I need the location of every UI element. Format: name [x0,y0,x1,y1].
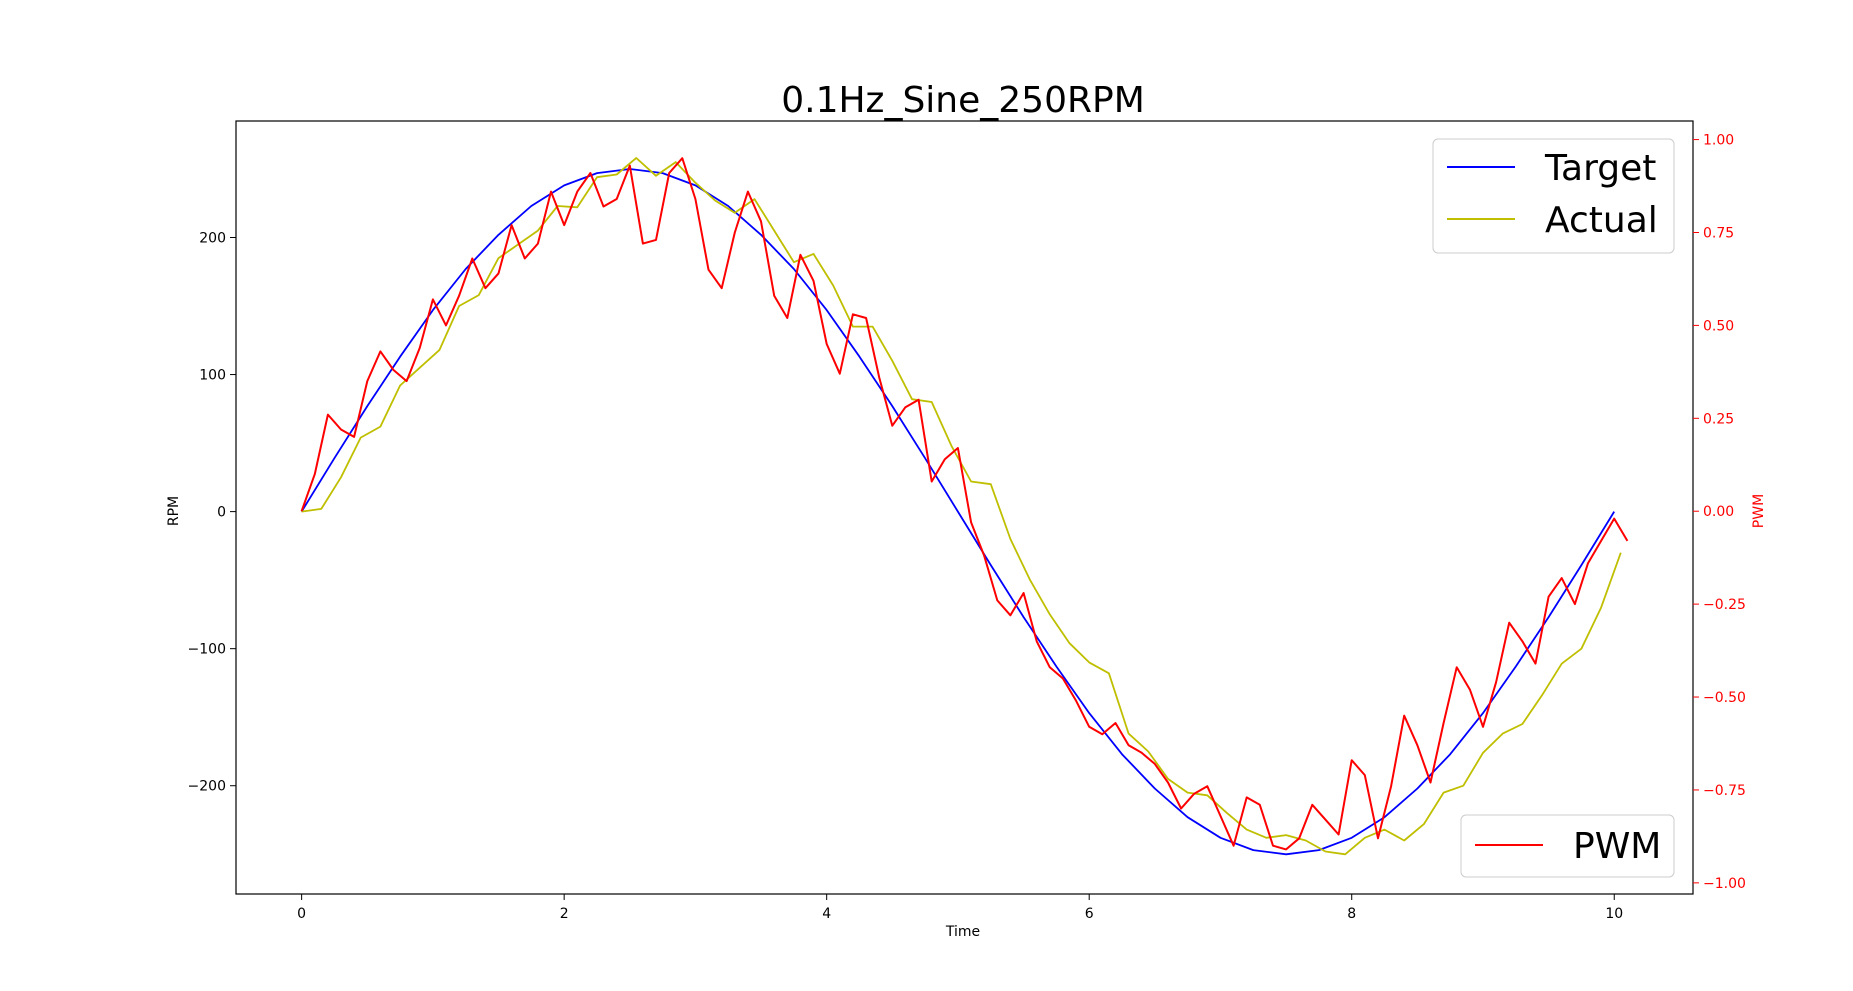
x-axis: 0 2 4 6 8 10 [297,894,1623,922]
y2-tick-label: −0.75 [1703,783,1746,799]
x-tick-label: 4 [822,906,831,922]
y2-tick-label: 0.50 [1703,318,1734,334]
y2-tick-label: 0.75 [1703,225,1734,241]
plot-frame [235,120,1694,895]
y2-axis-title: PWM [1751,494,1767,528]
y2-tick-label: −0.50 [1703,690,1746,706]
y-axis-left: −200 −100 0 100 200 [188,230,236,795]
legend-pwm-label: PWM [1573,826,1661,867]
legend-bottom: PWM [1460,814,1675,878]
y-tick-label: 0 [217,505,226,521]
y-tick-label: −100 [188,642,226,658]
x-tick-label: 8 [1347,906,1356,922]
series-line-target [300,168,1615,856]
y2-tick-label: 0.00 [1703,504,1734,520]
series-line-actual [301,157,1622,856]
y-tick-label: 100 [199,368,226,384]
y-axis-title: RPM [166,496,182,526]
x-tick-label: 0 [297,906,306,922]
series-line-pwm [300,157,1629,851]
y-tick-label: −200 [188,779,226,795]
legend-target-label: Target [1544,148,1656,189]
legend-bottom-box [1460,814,1675,878]
series-layer [300,157,1629,856]
y2-tick-label: −0.25 [1703,597,1746,613]
y-tick-label: 200 [199,230,226,246]
chart-title: 0.1Hz_Sine_250RPM [781,80,1145,121]
x-tick-label: 6 [1085,906,1094,922]
x-axis-title: Time [945,924,980,940]
y2-tick-label: −1.00 [1703,876,1746,892]
legend-top: Target Actual [1432,138,1675,254]
y-axis-right: −1.00 −0.75 −0.50 −0.25 0.00 0.25 0.50 0.75 1.00 [1693,133,1746,892]
legend-actual-label: Actual [1545,200,1658,241]
x-tick-label: 2 [560,906,569,922]
y2-tick-label: 0.25 [1703,411,1734,427]
x-tick-label: 10 [1605,906,1623,922]
y2-tick-label: 1.00 [1703,133,1734,149]
